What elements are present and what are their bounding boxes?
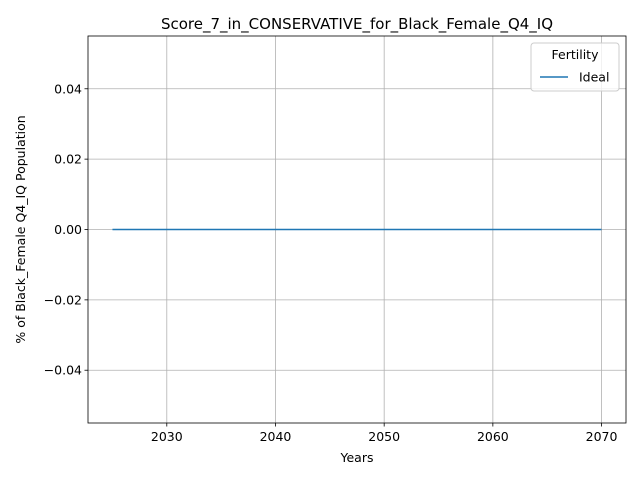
ticks: 2030 2040 2050 2060 2070 −0.04 −0.02 0.00 0.02 0.…	[44, 81, 618, 444]
y-tick-label: −0.04	[44, 363, 82, 378]
x-tick-label: 2050	[368, 429, 400, 444]
legend-title: Fertility	[552, 47, 600, 62]
x-tick-label: 2070	[586, 429, 618, 444]
x-tick-label: 2060	[477, 429, 509, 444]
legend-label-ideal: Ideal	[579, 70, 609, 85]
legend-box	[530, 42, 620, 92]
legend: Fertility Ideal	[530, 42, 620, 92]
y-tick-label: −0.02	[44, 292, 82, 307]
chart-title: Score_7_in_CONSERVATIVE_for_Black_Female…	[161, 15, 553, 34]
y-tick-label: 0.00	[54, 222, 82, 237]
y-tick-label: 0.04	[54, 81, 82, 96]
y-tick-label: 0.02	[54, 152, 82, 167]
x-axis-label: Years	[340, 450, 374, 465]
y-axis-label: % of Black_Female Q4_IQ Population	[13, 115, 28, 343]
x-tick-label: 2040	[260, 429, 292, 444]
x-tick-label: 2030	[151, 429, 183, 444]
